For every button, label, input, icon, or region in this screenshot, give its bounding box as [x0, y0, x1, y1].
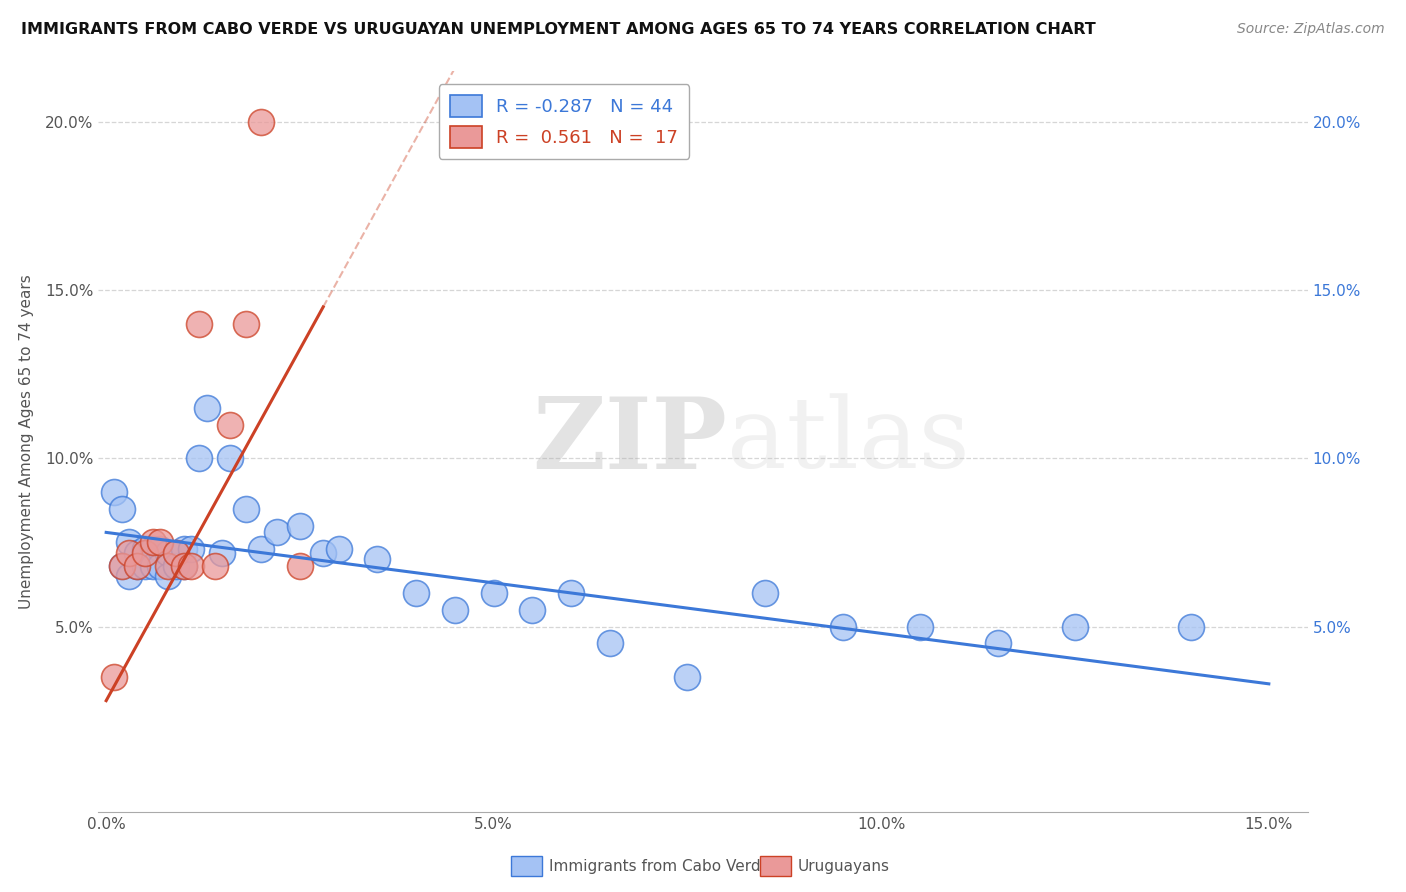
Point: [157, 559, 180, 574]
Point: [127, 559, 149, 574]
Point: [188, 317, 211, 331]
Point: [250, 542, 273, 557]
Text: Uruguayans: Uruguayans: [797, 859, 890, 873]
Text: IMMIGRANTS FROM CABO VERDE VS URUGUAYAN UNEMPLOYMENT AMONG AGES 65 TO 74 YEARS C: IMMIGRANTS FROM CABO VERDE VS URUGUAYAN …: [21, 22, 1095, 37]
Point: [111, 559, 134, 574]
Text: Source: ZipAtlas.com: Source: ZipAtlas.com: [1237, 22, 1385, 37]
Point: [599, 636, 621, 650]
Point: [103, 670, 125, 684]
Point: [118, 569, 141, 583]
Point: [103, 485, 125, 500]
Point: [180, 542, 202, 557]
Point: [165, 546, 187, 560]
Point: [111, 559, 134, 574]
Legend: R = -0.287   N = 44, R =  0.561   N =  17: R = -0.287 N = 44, R = 0.561 N = 17: [439, 84, 689, 159]
Point: [134, 559, 156, 574]
Point: [831, 619, 853, 633]
Point: [149, 535, 172, 549]
Point: [142, 535, 165, 549]
Point: [180, 559, 202, 574]
Point: [366, 552, 388, 566]
Point: [134, 546, 156, 560]
Point: [676, 670, 699, 684]
Point: [219, 451, 242, 466]
Point: [149, 559, 172, 574]
Point: [288, 559, 311, 574]
Point: [204, 559, 226, 574]
Point: [157, 569, 180, 583]
Point: [266, 525, 288, 540]
Point: [288, 518, 311, 533]
Text: Immigrants from Cabo Verde: Immigrants from Cabo Verde: [548, 859, 770, 873]
Point: [482, 586, 505, 600]
Point: [908, 619, 931, 633]
Point: [165, 559, 187, 574]
Point: [195, 401, 218, 415]
Text: ZIP: ZIP: [533, 393, 727, 490]
Point: [986, 636, 1008, 650]
Point: [134, 542, 156, 557]
Point: [444, 603, 467, 617]
Point: [142, 559, 165, 574]
Y-axis label: Unemployment Among Ages 65 to 74 years: Unemployment Among Ages 65 to 74 years: [20, 274, 34, 609]
Point: [211, 546, 233, 560]
Point: [219, 417, 242, 432]
Point: [127, 559, 149, 574]
Point: [173, 542, 195, 557]
Point: [188, 451, 211, 466]
Point: [250, 115, 273, 129]
Point: [157, 546, 180, 560]
Point: [560, 586, 582, 600]
Point: [235, 317, 257, 331]
Point: [173, 559, 195, 574]
Point: [111, 501, 134, 516]
Point: [1064, 619, 1087, 633]
Point: [127, 546, 149, 560]
Point: [405, 586, 427, 600]
Point: [165, 546, 187, 560]
Point: [118, 535, 141, 549]
Point: [235, 501, 257, 516]
Point: [522, 603, 544, 617]
Point: [149, 542, 172, 557]
Point: [1180, 619, 1202, 633]
Point: [142, 542, 165, 557]
Point: [754, 586, 776, 600]
Point: [173, 559, 195, 574]
Point: [312, 546, 335, 560]
Text: atlas: atlas: [727, 393, 970, 490]
Point: [118, 546, 141, 560]
Point: [328, 542, 350, 557]
